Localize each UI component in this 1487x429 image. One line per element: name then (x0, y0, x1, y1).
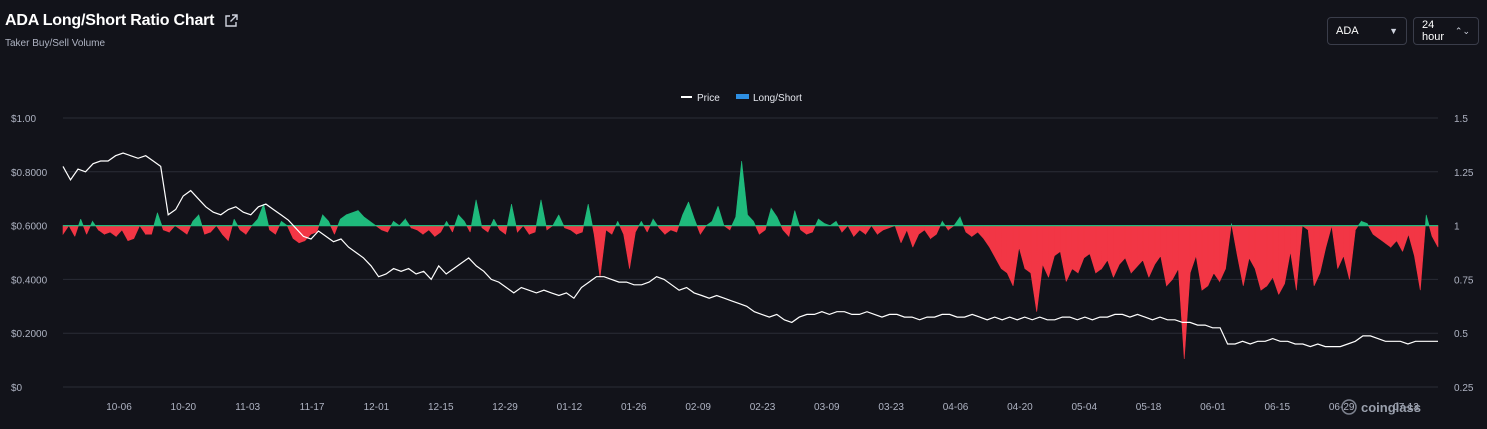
y-axis-left: $1.00 $0.8000 $0.6000 $0.4000 $0.2000 $0 (11, 114, 48, 394)
title-row: ADA Long/Short Ratio Chart (5, 12, 239, 30)
x-tick-label: 03-09 (814, 402, 840, 413)
chevron-down-icon: ▼ (1389, 26, 1398, 36)
x-tick-label: 03-23 (878, 402, 904, 413)
page-title: ADA Long/Short Ratio Chart (5, 12, 215, 29)
x-tick-label: 01-26 (621, 402, 647, 413)
coinglass-logo-icon (1341, 399, 1357, 415)
x-tick-label: 10-06 (106, 402, 132, 413)
legend-label-long-short: Long/Short (753, 93, 802, 104)
interval-select-value: 24 hour (1422, 19, 1445, 43)
x-tick-label: 04-06 (943, 402, 969, 413)
x-tick-label: 06-15 (1265, 402, 1291, 413)
price-series (62, 152, 1438, 348)
chart-legend: Price Long/Short (681, 93, 802, 104)
interval-select[interactable]: 24 hour ⌃⌄ (1413, 17, 1479, 45)
legend-item-long-short: Long/Short (736, 93, 802, 104)
y-right-tick-label: 1 (1454, 222, 1460, 233)
asset-select[interactable]: ADA ▼ (1327, 17, 1407, 45)
price-line (62, 152, 1438, 348)
x-tick-label: 12-01 (364, 402, 390, 413)
y-left-tick-label: $0.4000 (11, 275, 48, 286)
x-tick-label: 06-01 (1200, 402, 1226, 413)
y-right-tick-label: 0.75 (1454, 275, 1474, 286)
x-tick-label: 12-15 (428, 402, 454, 413)
y-left-tick-label: $0.6000 (11, 222, 48, 233)
legend-swatch-long-short (736, 94, 749, 99)
legend-item-price: Price (681, 93, 720, 104)
watermark-text: coinglass (1361, 400, 1421, 415)
x-tick-label: 02-23 (750, 402, 776, 413)
chart-grid (63, 117, 1438, 388)
short-area (62, 225, 1439, 360)
x-tick-label: 01-12 (557, 402, 583, 413)
x-tick-label: 04-20 (1007, 402, 1033, 413)
x-tick-label: 11-03 (235, 402, 260, 413)
y-left-tick-label: $0.2000 (11, 329, 48, 340)
y-right-tick-label: 1.5 (1454, 114, 1468, 125)
x-tick-label: 12-29 (492, 402, 518, 413)
long-area (78, 161, 1430, 226)
external-link-icon[interactable] (224, 14, 239, 28)
y-left-tick-label: $1.00 (11, 114, 36, 125)
long-short-area (62, 161, 1439, 360)
y-axis-right: 1.5 1.25 1 0.75 0.5 0.25 (1454, 114, 1474, 394)
y-right-tick-label: 1.25 (1454, 168, 1474, 179)
coinglass-watermark: coinglass (1341, 399, 1421, 415)
x-axis: 10-06 10-20 11-03 11-17 12-01 12-15 12-29 01-12… (106, 402, 1419, 413)
updown-chevron-icon: ⌃⌄ (1454, 25, 1470, 36)
legend-label-price: Price (697, 93, 720, 104)
x-tick-label: 02-09 (685, 402, 711, 413)
x-tick-label: 11-17 (300, 402, 325, 413)
y-left-tick-label: $0 (11, 383, 23, 394)
x-tick-label: 07-13 (1393, 402, 1419, 413)
y-left-tick-label: $0.8000 (11, 168, 48, 179)
page-subtitle: Taker Buy/Sell Volume (5, 38, 106, 49)
x-tick-label: 05-04 (1071, 402, 1097, 413)
y-right-tick-label: 0.5 (1454, 329, 1468, 340)
x-tick-label: 05-18 (1136, 402, 1162, 413)
y-right-tick-label: 0.25 (1454, 383, 1474, 394)
asset-select-value: ADA (1336, 25, 1359, 37)
x-tick-label: 10-20 (171, 402, 197, 413)
